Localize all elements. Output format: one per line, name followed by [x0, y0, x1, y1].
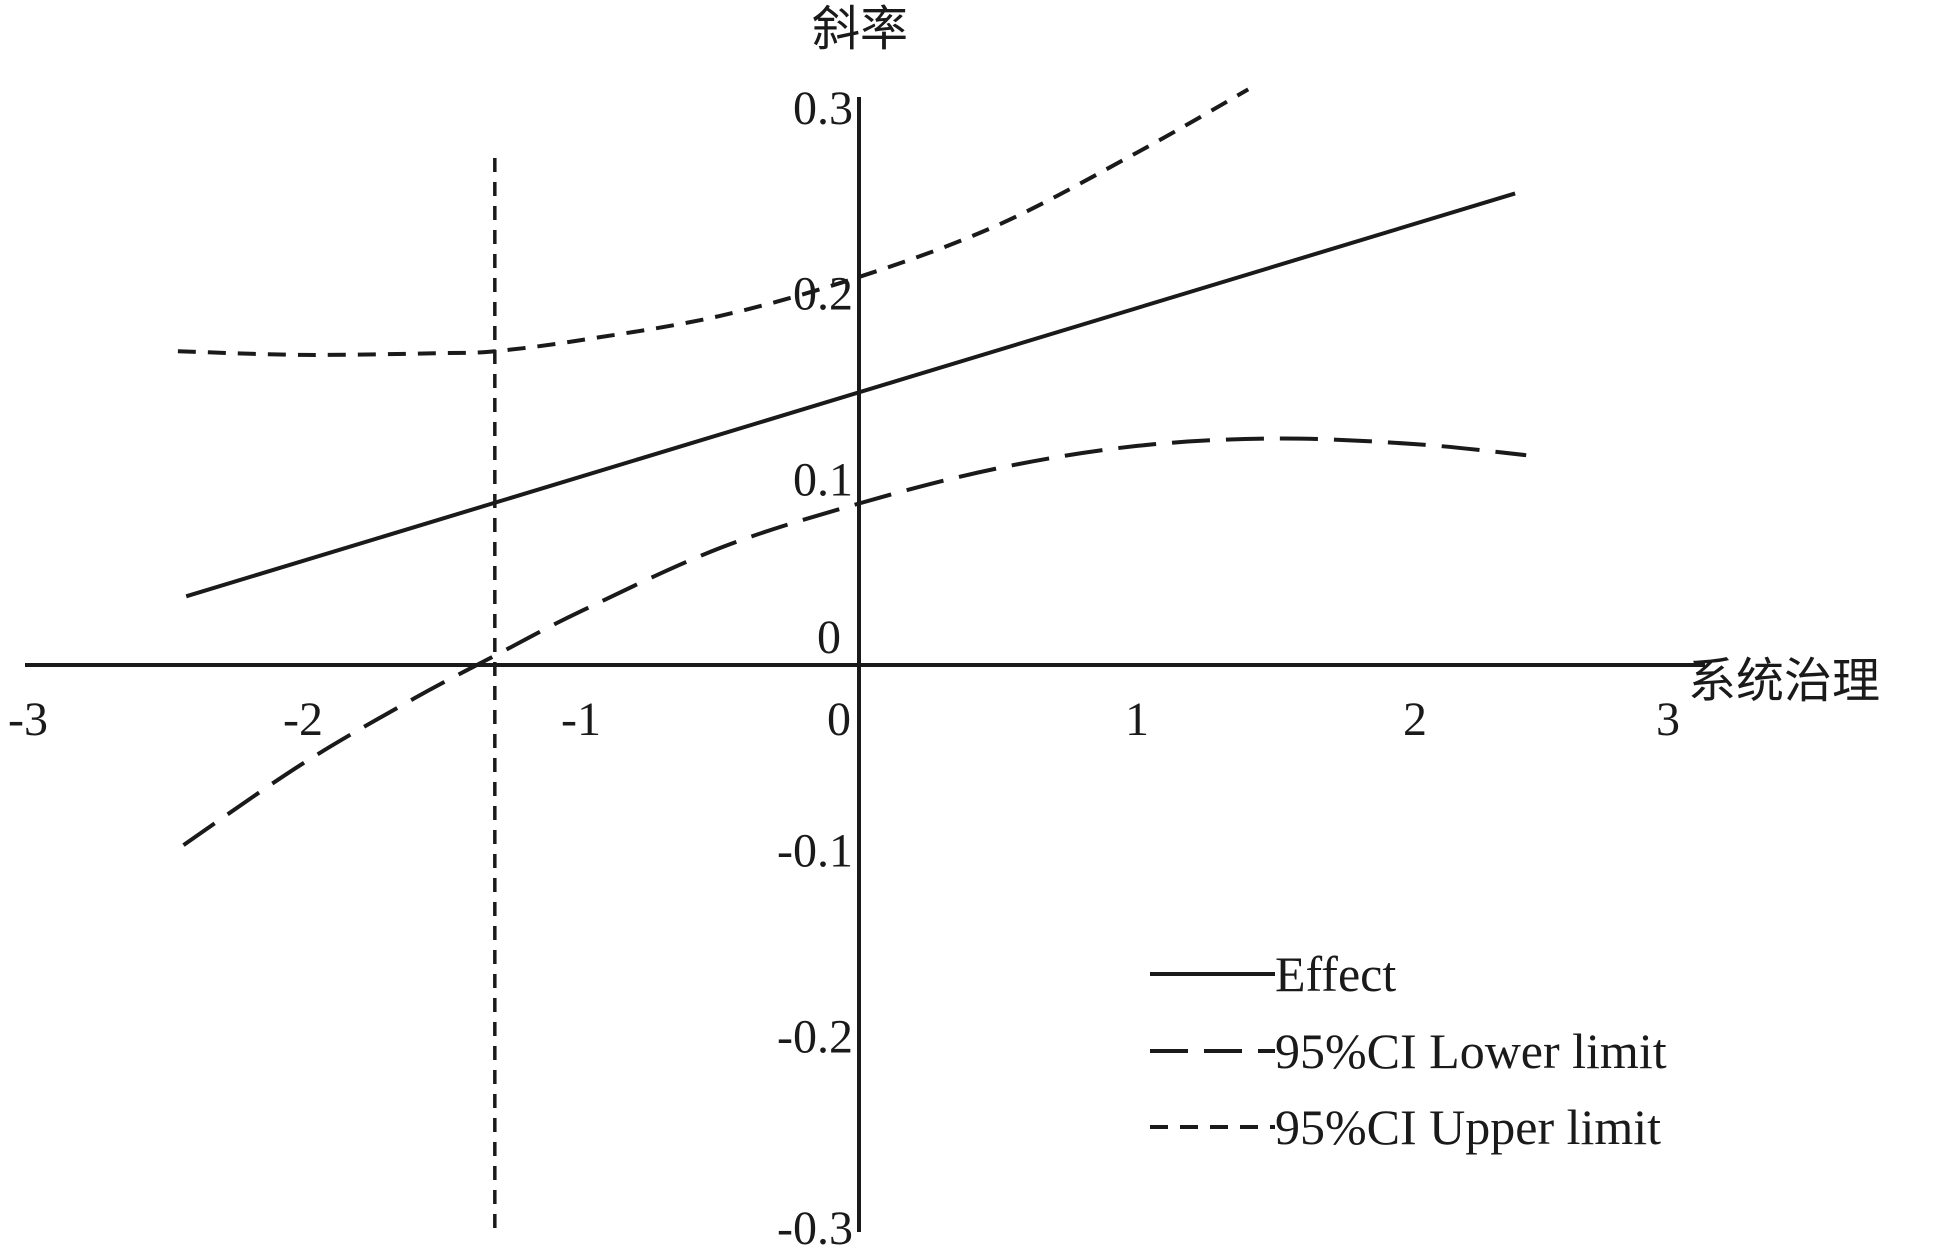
- series-line-1: [185, 191, 1516, 599]
- y-tick-label: 0: [817, 611, 841, 664]
- series-group: [177, 87, 1527, 847]
- y-tick-label: -0.1: [777, 825, 853, 878]
- series-line-2: [182, 436, 1527, 847]
- axes-group: [25, 97, 1705, 1232]
- legend-label: Effect: [1275, 946, 1396, 1002]
- x-tick-label: -1: [561, 693, 601, 746]
- x-tick-label: -3: [8, 693, 48, 746]
- series-line-3: [177, 87, 1250, 357]
- y-tick-label: -0.3: [777, 1202, 853, 1252]
- legend: Effect 95%CI Lower limit 95%CI Upper limit: [1150, 946, 1667, 1155]
- legend-label: 95%CI Upper limit: [1275, 1099, 1661, 1155]
- x-tick-label: 2: [1403, 693, 1427, 746]
- y-axis-title: 斜率: [812, 1, 908, 57]
- y-tick-label: 0.3: [793, 82, 853, 135]
- y-tick-label: -0.2: [777, 1010, 853, 1063]
- legend-label: 95%CI Lower limit: [1275, 1023, 1667, 1079]
- x-tick-label: 1: [1125, 693, 1149, 746]
- tick-labels-group: -3 -2 -1 0 1 2 3 -0.3 -0.2 -0.1 0 0.1 0.2 0.3: [8, 82, 1680, 1252]
- x-tick-label: -2: [283, 693, 323, 746]
- x-tick-label: 3: [1656, 693, 1680, 746]
- y-tick-label: 0.1: [793, 453, 853, 506]
- x-axis-title: 系统治理: [1688, 653, 1880, 709]
- y-tick-label: 0.2: [793, 268, 853, 321]
- x-tick-label: 0: [827, 693, 851, 746]
- axis-titles-group: 斜率 系统治理: [812, 1, 1880, 709]
